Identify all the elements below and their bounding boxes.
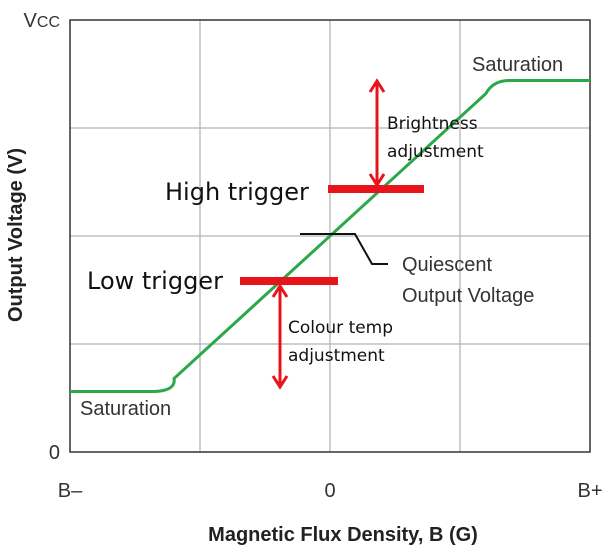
series-layer xyxy=(70,78,590,394)
saturation-low-label: Saturation xyxy=(80,398,171,420)
x-tick-label: 0 xyxy=(324,480,335,502)
colour-temp-label-line1: Colour temp xyxy=(288,318,393,338)
high-trigger-label: High trigger xyxy=(165,178,309,206)
brightness-label-line2: adjustment xyxy=(387,142,484,162)
x-axis-title: Magnetic Flux Density, B (G) xyxy=(208,524,478,546)
y-tick-subscript: CC xyxy=(37,14,60,31)
tick-labels: B– 0 B+ 0 VCC xyxy=(24,10,603,502)
quiescent-leader-line xyxy=(300,233,388,265)
output-voltage-curve xyxy=(70,78,590,394)
plot-frame xyxy=(69,19,591,453)
saturation-high-label: Saturation xyxy=(472,54,563,76)
low-trigger-label: Low trigger xyxy=(87,267,223,295)
brightness-adjustment-arrow xyxy=(368,78,386,188)
y-tick-label: VCC xyxy=(24,10,60,32)
y-axis-title: Output Voltage (V) xyxy=(5,148,27,322)
y-tick-label: 0 xyxy=(49,442,60,464)
x-tick-label: B+ xyxy=(577,480,602,502)
quiescent-label-line1: Quiescent xyxy=(402,254,492,276)
colour-temp-adjustment-arrow xyxy=(271,283,289,390)
colour-temp-label-line2: adjustment xyxy=(288,346,385,366)
x-tick-label: B– xyxy=(58,480,83,502)
brightness-label-line1: Brightness xyxy=(387,114,478,134)
quiescent-label-line2: Output Voltage xyxy=(402,285,534,307)
